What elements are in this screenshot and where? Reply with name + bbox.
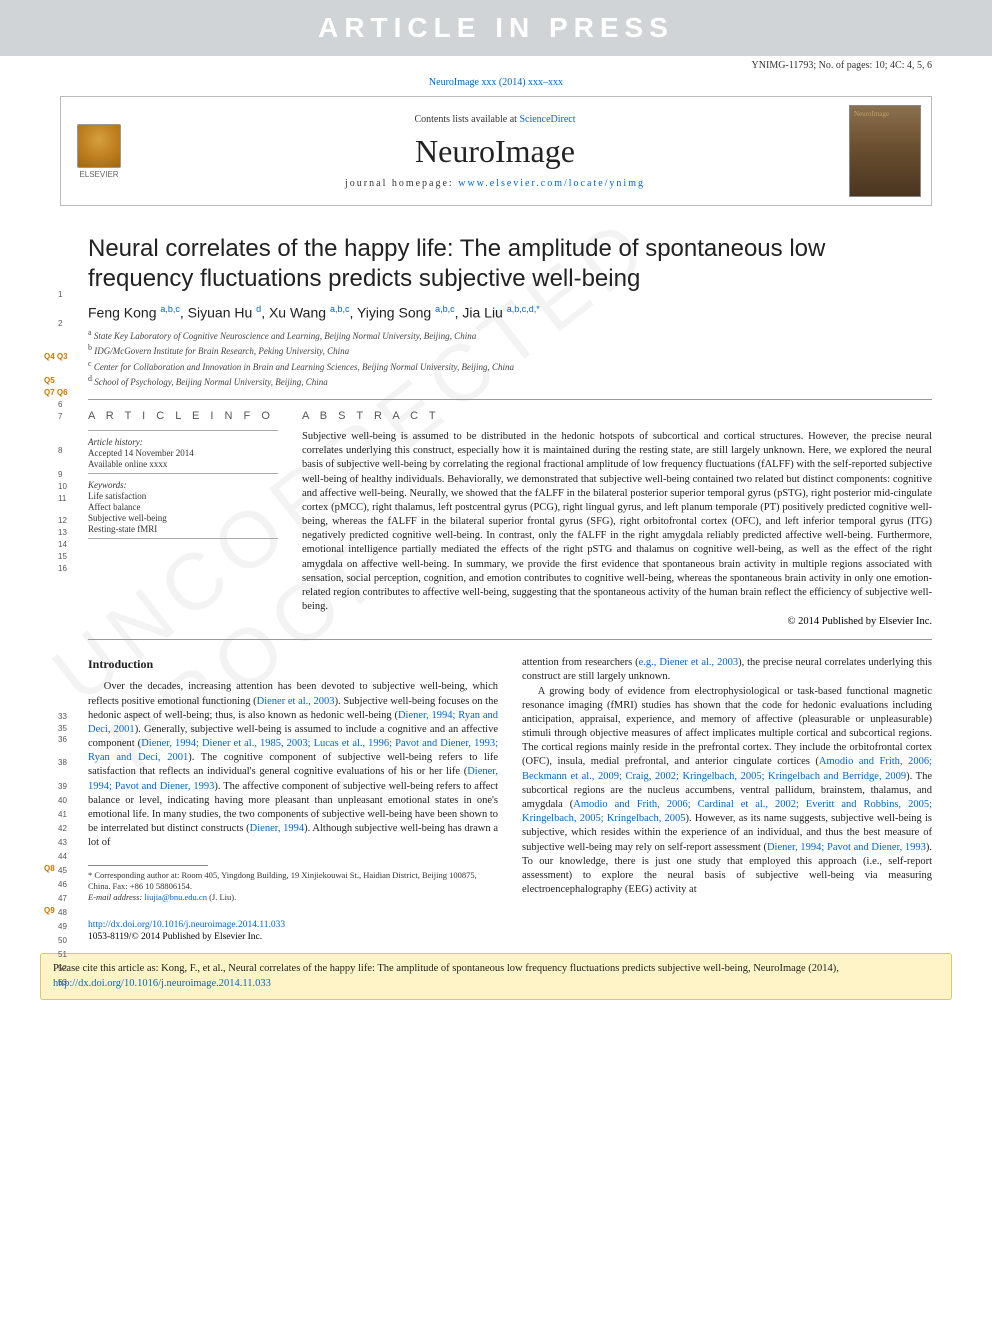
line-num: 10 xyxy=(58,482,67,491)
line-num: 36 xyxy=(58,735,67,744)
citation-box: Please cite this article as: Kong, F., e… xyxy=(40,953,952,999)
query-tag: Q9 xyxy=(44,906,55,917)
keyword: Affect balance xyxy=(88,502,278,512)
line-num: 49 xyxy=(58,922,67,933)
line-num: 13 xyxy=(58,528,67,537)
line-num: 42 xyxy=(58,824,67,835)
intro-paragraph: attention from researchers (e.g., Diener… xyxy=(522,656,932,684)
issn-copyright: 1053-8119/© 2014 Published by Elsevier I… xyxy=(88,932,262,942)
divider xyxy=(88,399,932,400)
homepage-link[interactable]: www.elsevier.com/locate/ynimg xyxy=(458,178,645,189)
available-online: Available online xxxx xyxy=(88,459,278,469)
article-history-label: Article history: xyxy=(88,437,278,447)
keyword: Resting-state fMRI xyxy=(88,524,278,534)
abstract-heading: A B S T R A C T xyxy=(302,410,932,422)
line-num: 46 xyxy=(58,880,67,891)
line-num: 38 xyxy=(58,758,67,769)
line-num: 43 xyxy=(58,838,67,849)
sciencedirect-link[interactable]: ScienceDirect xyxy=(519,114,575,125)
line-num: 53 xyxy=(58,978,67,989)
line-num: 33 xyxy=(58,712,67,721)
intro-paragraph: Over the decades, increasing attention h… xyxy=(88,680,498,850)
elsevier-text: ELSEVIER xyxy=(79,170,118,179)
doi-link[interactable]: http://dx.doi.org/10.1016/j.neuroimage.2… xyxy=(88,920,285,930)
elsevier-logo: ELSEVIER xyxy=(71,119,127,183)
line-num: 45 xyxy=(58,866,67,877)
line-num: 2 xyxy=(58,319,62,328)
line-num: 48 xyxy=(58,908,67,919)
query-tag: Q7 Q6 xyxy=(44,388,68,397)
line-num: 50 xyxy=(58,936,67,947)
query-tag: Q4 Q3 xyxy=(44,352,68,361)
journal-homepage: journal homepage: www.elsevier.com/locat… xyxy=(141,178,849,189)
article-in-press-banner: ARTICLE IN PRESS xyxy=(0,0,992,56)
journal-cover-thumb xyxy=(849,105,921,197)
line-num: 44 xyxy=(58,852,67,863)
line-num: 12 xyxy=(58,516,67,525)
line-num: 15 xyxy=(58,552,67,561)
corresponding-author-footnote: * Corresponding author at: Room 405, Yin… xyxy=(88,870,498,903)
authors-line: Feng Kong a,b,c, Siyuan Hu d, Xu Wang a,… xyxy=(88,304,932,321)
line-num: 1 xyxy=(58,290,62,299)
line-num: 47 xyxy=(58,894,67,905)
divider xyxy=(88,473,278,474)
divider xyxy=(88,865,208,866)
email-link[interactable]: liujia@bnu.edu.cn xyxy=(144,892,207,902)
journal-header-box: ELSEVIER Contents lists available at Sci… xyxy=(60,96,932,206)
line-num: 41 xyxy=(58,810,67,821)
line-num: 35 xyxy=(58,724,67,733)
line-num: 7 xyxy=(58,412,62,421)
keyword: Subjective well-being xyxy=(88,513,278,523)
line-num: 8 xyxy=(58,446,62,455)
intro-column-left: 38 Introduction Q8 Q9 394041424344454647… xyxy=(88,656,498,902)
line-num: 9 xyxy=(58,470,62,479)
introduction-heading: Introduction xyxy=(88,656,498,672)
accepted-date: Accepted 14 November 2014 xyxy=(88,448,278,458)
elsevier-tree-icon xyxy=(77,124,121,168)
intro-column-right: attention from researchers (e.g., Diener… xyxy=(522,656,932,902)
contents-available-text: Contents lists available at ScienceDirec… xyxy=(141,114,849,125)
line-num: 14 xyxy=(58,540,67,549)
line-num: 52 xyxy=(58,964,67,975)
query-tag: Q5 xyxy=(44,376,55,385)
article-info-block: 8 A R T I C L E I N F O 9 Article histor… xyxy=(88,410,278,627)
line-num: 16 xyxy=(58,564,67,573)
divider xyxy=(88,430,278,431)
line-num: 11 xyxy=(58,494,66,503)
article-info-heading: A R T I C L E I N F O xyxy=(88,410,278,422)
cite-doi-link[interactable]: http://dx.doi.org/10.1016/j.neuroimage.2… xyxy=(53,978,271,989)
journal-reference: NeuroImage xxx (2014) xxx–xxx xyxy=(0,73,992,96)
intro-paragraph: A growing body of evidence from electrop… xyxy=(522,685,932,898)
article-title: Neural correlates of the happy life: The… xyxy=(88,234,932,294)
affiliations: a State Key Laboratory of Cognitive Neur… xyxy=(88,327,932,389)
abstract-block: A B S T R A C T Subjective well-being is… xyxy=(302,410,932,627)
header-meta: YNIMG-11793; No. of pages: 10; 4C: 4, 5,… xyxy=(0,56,992,73)
divider xyxy=(88,538,278,539)
line-num: 40 xyxy=(58,796,67,807)
abstract-copyright: © 2014 Published by Elsevier Inc. xyxy=(302,616,932,627)
keywords-label: Keywords: xyxy=(88,480,278,490)
journal-name: NeuroImage xyxy=(141,133,849,170)
doi-block: http://dx.doi.org/10.1016/j.neuroimage.2… xyxy=(88,919,932,944)
line-num: 51 xyxy=(58,950,67,961)
line-num: 39 xyxy=(58,782,67,793)
divider xyxy=(88,639,932,640)
abstract-text: Subjective well-being is assumed to be d… xyxy=(302,430,932,614)
line-num: 6 xyxy=(58,400,62,409)
query-tag: Q8 xyxy=(44,864,55,875)
keyword: Life satisfaction xyxy=(88,491,278,501)
